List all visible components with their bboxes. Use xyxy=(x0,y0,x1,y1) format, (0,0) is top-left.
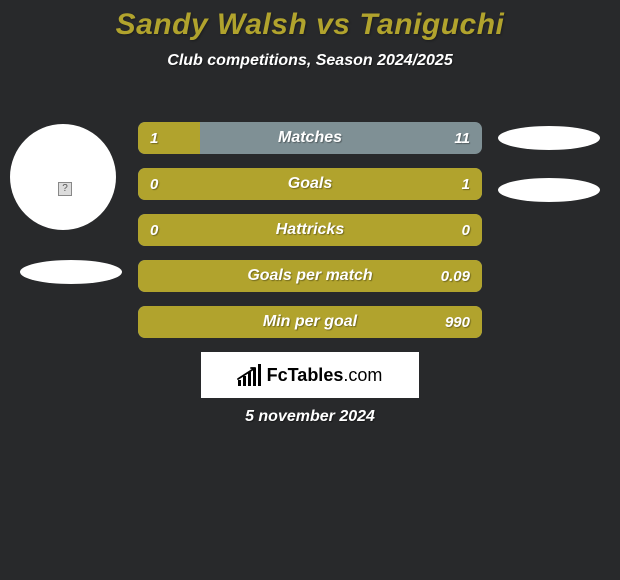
stat-value-right: 1 xyxy=(462,168,470,200)
stat-row: 0 Hattricks 0 xyxy=(138,214,482,246)
missing-image-icon: ? xyxy=(58,182,72,196)
stat-value-left: 1 xyxy=(150,122,158,154)
date-text: 5 november 2024 xyxy=(0,408,620,426)
page-title: Sandy Walsh vs Taniguchi xyxy=(0,0,620,42)
brand-chart-icon xyxy=(238,364,261,386)
avatar-shadow-left xyxy=(20,260,122,284)
stat-value-right: 0.09 xyxy=(441,260,470,292)
stat-fill xyxy=(138,214,482,246)
stat-value-right: 0 xyxy=(462,214,470,246)
comparison-infographic: Sandy Walsh vs Taniguchi Club competitio… xyxy=(0,0,620,580)
stat-value-left: 0 xyxy=(150,214,158,246)
subtitle: Club competitions, Season 2024/2025 xyxy=(0,52,620,70)
stat-row: Goals per match 0.09 xyxy=(138,260,482,292)
brand-text: FcTables.com xyxy=(267,365,383,386)
brand-suffix: .com xyxy=(343,365,382,385)
brand-arrow-icon xyxy=(237,366,263,380)
stat-value-right: 990 xyxy=(445,306,470,338)
stat-fill xyxy=(138,306,482,338)
stat-value-left: 0 xyxy=(150,168,158,200)
player-avatar-left: ? xyxy=(10,124,116,230)
stat-value-right: 11 xyxy=(454,122,470,154)
stat-row: 0 Goals 1 xyxy=(138,168,482,200)
avatar-shadow-right-bottom xyxy=(498,178,600,202)
brand-name: FcTables xyxy=(267,365,344,385)
stat-fill xyxy=(138,260,482,292)
stat-fill xyxy=(138,122,200,154)
stat-bars: 1 Matches 11 0 Goals 1 0 Hattricks 0 Goa… xyxy=(138,122,482,352)
stat-row: Min per goal 990 xyxy=(138,306,482,338)
stat-row: 1 Matches 11 xyxy=(138,122,482,154)
stat-fill xyxy=(138,168,482,200)
avatar-shadow-right-top xyxy=(498,126,600,150)
brand-logo: FcTables.com xyxy=(201,352,419,398)
